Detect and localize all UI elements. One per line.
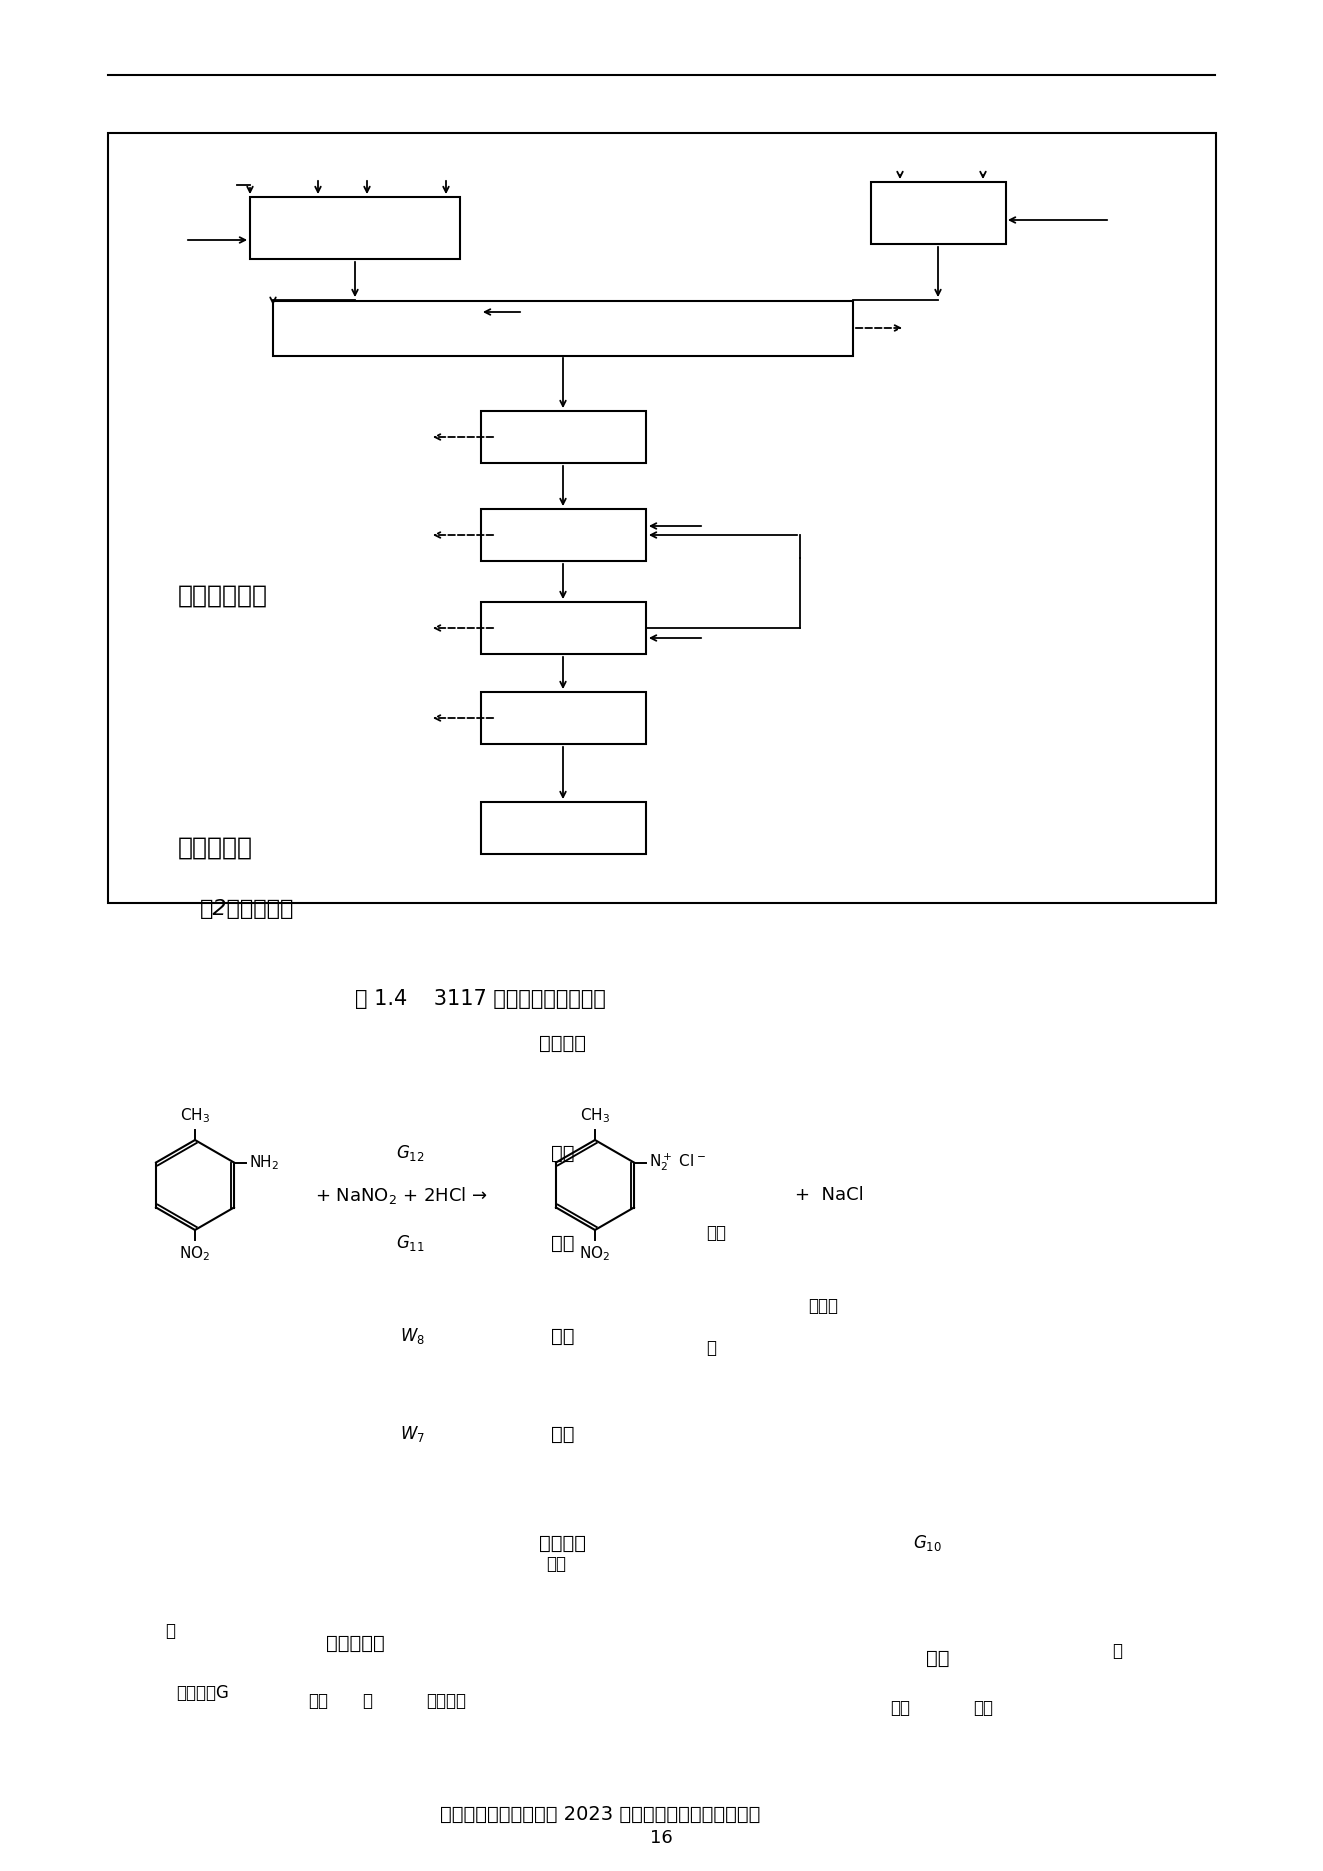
Text: $G_{10}$: $G_{10}$: [913, 1532, 942, 1553]
Text: NO$_2$: NO$_2$: [180, 1244, 210, 1263]
Text: 蒸汽: 蒸汽: [706, 1224, 726, 1242]
Text: 图 1.4    3117 亮红生产工艺流程图: 图 1.4 3117 亮红生产工艺流程图: [355, 990, 606, 1008]
Bar: [482, 692, 646, 745]
Text: 水: 水: [706, 1340, 716, 1356]
Text: 回收水: 回收水: [808, 1297, 837, 1315]
Text: 盐酸: 盐酸: [308, 1691, 328, 1710]
Text: NH$_2$: NH$_2$: [249, 1153, 279, 1171]
Bar: [871, 181, 1005, 243]
Text: $G_{11}$: $G_{11}$: [397, 1233, 425, 1254]
Text: NO$_2$: NO$_2$: [579, 1244, 611, 1263]
Text: N$_2^+$ Cl$^-$: N$_2^+$ Cl$^-$: [650, 1151, 706, 1173]
Text: +  NaCl: + NaCl: [795, 1186, 864, 1205]
Text: + NaNO$_2$ + 2HCl →: + NaNO$_2$ + 2HCl →: [315, 1184, 488, 1205]
Text: 冰: 冰: [165, 1622, 175, 1641]
Text: 粉碎: 粉碎: [552, 1143, 574, 1162]
Text: 重氮化反应: 重氮化反应: [325, 1633, 385, 1652]
Bar: [250, 196, 460, 258]
Bar: [482, 412, 646, 462]
Bar: [482, 602, 646, 655]
Text: 水洗: 水洗: [552, 1327, 574, 1345]
Text: 溶解: 溶解: [926, 1648, 950, 1667]
Text: 片碱: 片碱: [972, 1699, 994, 1718]
Text: CH$_3$: CH$_3$: [180, 1106, 210, 1124]
Text: 偶合组分溦解: 偶合组分溦解: [179, 584, 269, 608]
Text: 大红色基G: 大红色基G: [176, 1684, 229, 1703]
Bar: [482, 509, 646, 561]
Text: （2）反应原理: （2）反应原理: [200, 898, 295, 919]
Text: 水: 水: [1113, 1643, 1122, 1660]
Bar: [273, 301, 853, 355]
Text: 烘干: 烘干: [552, 1233, 574, 1252]
Bar: [108, 133, 1216, 904]
Text: 重氮化反应: 重氮化反应: [179, 836, 253, 861]
Text: 偶合反应: 偶合反应: [540, 1534, 586, 1553]
Text: 16: 16: [650, 1830, 672, 1847]
Bar: [482, 803, 646, 853]
Text: $W_8$: $W_8$: [400, 1327, 425, 1345]
Text: 水: 水: [363, 1691, 372, 1710]
Text: 宇虹颜料股份有限公司 2023 年度温室气体排放核查报告: 宇虹颜料股份有限公司 2023 年度温室气体排放核查报告: [441, 1804, 761, 1824]
Text: 蒸汽: 蒸汽: [546, 1555, 566, 1574]
Text: 压滤: 压滤: [552, 1424, 574, 1444]
Text: CH$_3$: CH$_3$: [579, 1106, 610, 1124]
Text: $W_7$: $W_7$: [400, 1424, 425, 1444]
Text: 亚硝酸钠: 亚硝酸钠: [426, 1691, 466, 1710]
Text: $G_{12}$: $G_{12}$: [397, 1143, 425, 1164]
Text: 拼混成品: 拼混成品: [540, 1033, 586, 1053]
Text: 色酚: 色酚: [890, 1699, 910, 1718]
